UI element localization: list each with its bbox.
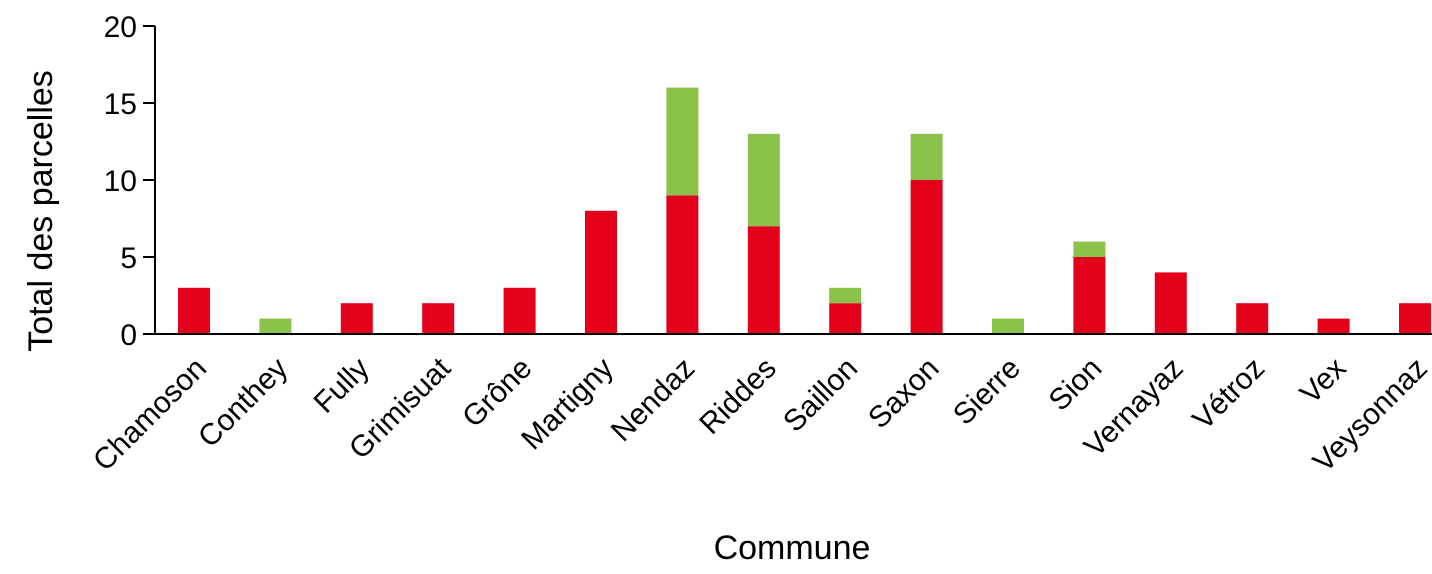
- bar-segment-1-11: [1073, 257, 1106, 334]
- bar-segment-2-7: [747, 133, 780, 227]
- x-tick-label: Fully: [308, 352, 376, 420]
- bar-segment-1-15: [1399, 303, 1431, 334]
- bar-segment-1-6: [666, 195, 699, 334]
- bar-segment-1-0: [178, 287, 210, 334]
- bar-segment-1-14: [1317, 318, 1350, 334]
- x-tick-label: Nendaz: [605, 352, 701, 448]
- x-tick-label: Saillon: [777, 352, 864, 439]
- bar-segment-1-2: [340, 303, 373, 334]
- y-tick-label: 0: [120, 319, 137, 352]
- y-tick-label: 10: [104, 165, 137, 198]
- bar-segment-2-6: [666, 87, 699, 196]
- bar-segment-1-7: [747, 226, 780, 334]
- x-tick-label: Riddes: [693, 352, 782, 441]
- x-tick-label: Vétroz: [1186, 352, 1271, 437]
- y-tick-label: 15: [104, 88, 137, 121]
- x-tick-label: Martigny: [515, 352, 620, 457]
- bar-segment-1-13: [1236, 303, 1269, 334]
- bar-segment-1-12: [1154, 272, 1187, 334]
- y-axis-title: Total des parcelles: [22, 70, 60, 352]
- bar-segment-2-10: [992, 318, 1024, 334]
- x-tick-label: Sierre: [947, 352, 1027, 432]
- bar-segment-2-8: [829, 287, 862, 304]
- bars-layer: [178, 87, 1431, 334]
- bar-segment-1-5: [585, 210, 617, 334]
- x-tick-label: Conthey: [192, 352, 294, 454]
- x-tick-label: Vex: [1294, 352, 1353, 411]
- bar-segment-1-8: [829, 303, 862, 334]
- x-tick-label: Chamoson: [87, 352, 213, 478]
- y-tick-label: 5: [120, 242, 137, 275]
- x-axis-title: Commune: [714, 529, 871, 567]
- bar-segment-1-9: [910, 180, 943, 334]
- bar-segment-1-4: [503, 287, 536, 334]
- bar-segment-2-9: [910, 133, 943, 180]
- x-tick-label: Saxon: [862, 352, 945, 435]
- bar-segment-2-11: [1073, 241, 1106, 257]
- x-tick-label: Sion: [1043, 352, 1109, 418]
- bar-segment-1-3: [422, 303, 455, 334]
- y-ticks-layer: 0 5 10 15 20: [104, 11, 155, 352]
- bar-segment-2-1: [259, 318, 292, 334]
- y-tick-label: 20: [104, 11, 137, 44]
